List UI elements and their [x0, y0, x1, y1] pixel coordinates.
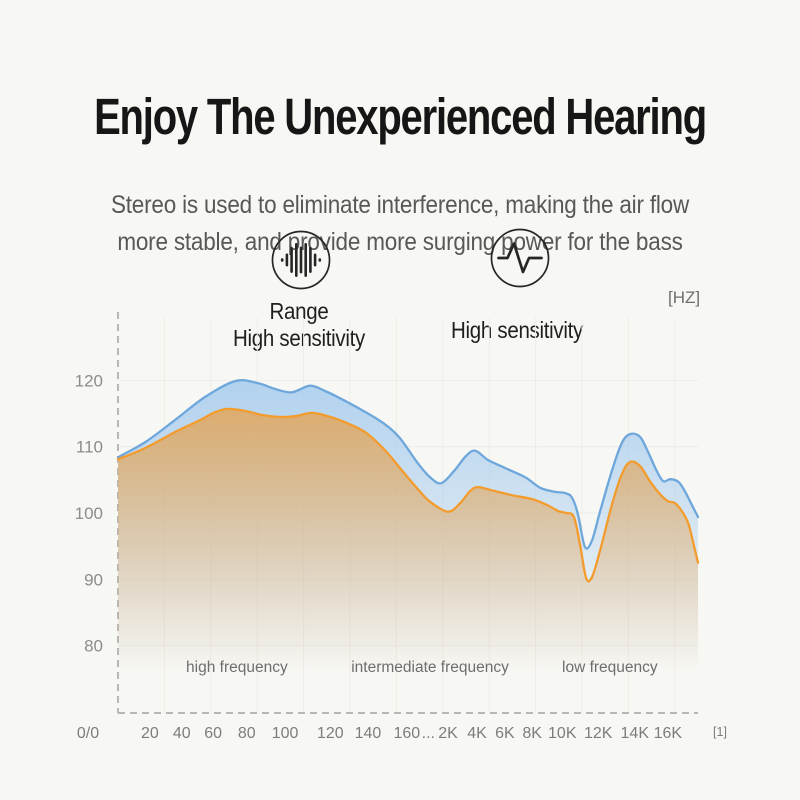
frequency-response-chart: 120 110 100 90 80 0/0 20 40 60 80 100 120 140 160... 2…: [75, 312, 727, 742]
x-tick-label: 120: [317, 725, 344, 742]
region-label: intermediate frequency: [351, 659, 509, 676]
region-label: high frequency: [186, 659, 288, 676]
y-tick-label: 100: [75, 504, 103, 523]
page-subtitle: Stereo is used to eliminate interference…: [0, 186, 800, 260]
x-tick-label: 16K: [654, 725, 683, 742]
x-tick-label: 40: [173, 725, 191, 742]
x-tick-label: 4K: [467, 725, 487, 742]
page-title: Enjoy The Unexperienced Hearing: [94, 89, 707, 146]
hz-unit-label: [HZ]: [668, 288, 701, 307]
x-tick-label: ...: [422, 725, 435, 742]
x-tick-label: 2K: [438, 725, 458, 742]
y-tick-label: 80: [84, 637, 103, 656]
x-tick-label: 160: [393, 725, 420, 742]
feature-range-label: Range High sensitivity: [233, 299, 365, 353]
sensitivity-response-area: [118, 408, 698, 713]
soundwave-icon: [271, 230, 331, 290]
feature-range-line-2: High sensitivity: [233, 325, 365, 352]
x-origin-label: 0/0: [77, 725, 99, 742]
subtitle-line-2: more stable, and provide more surging po…: [117, 227, 683, 256]
region-label: low frequency: [562, 659, 658, 676]
x-axis-end-label: [1]: [713, 725, 727, 739]
y-tick-label: 90: [84, 570, 103, 589]
y-tick-label: 120: [75, 371, 103, 390]
sensitivity-response-line: [116, 407, 700, 583]
pulse-icon: [490, 228, 550, 288]
x-tick-label: 12K: [584, 725, 613, 742]
x-tick-label: 14K: [621, 725, 650, 742]
y-tick-label: 110: [76, 438, 103, 457]
range-response-line: [116, 379, 700, 550]
x-tick-label: 140: [355, 725, 382, 742]
x-tick-label: 60: [204, 725, 222, 742]
feature-sensitivity-label: High sensitivity: [451, 318, 583, 345]
x-tick-label: 10K: [548, 725, 577, 742]
x-tick-label: 6K: [495, 725, 515, 742]
feature-range-line-1: Range: [269, 299, 329, 325]
x-tick-label: 100: [272, 725, 299, 742]
x-tick-label: 20: [141, 725, 159, 742]
subtitle-line-1: Stereo is used to eliminate interference…: [110, 190, 690, 219]
feature-sensitivity-line-1: High sensitivity: [451, 318, 583, 344]
x-tick-label: 80: [238, 725, 256, 742]
x-tick-label: 8K: [522, 725, 542, 742]
